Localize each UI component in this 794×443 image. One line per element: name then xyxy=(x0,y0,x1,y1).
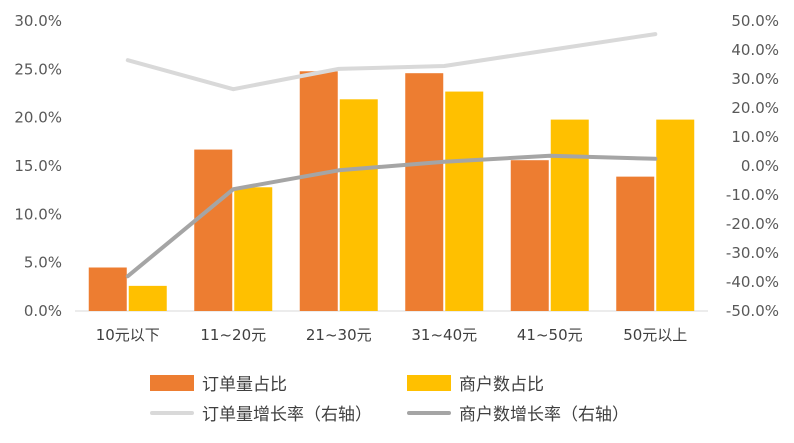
legend-swatch-order-growth xyxy=(150,410,194,415)
bar-order-share xyxy=(510,160,549,311)
right-tick-label: 30.0% xyxy=(731,70,779,88)
legend-label-merchant-share: 商户数占比 xyxy=(459,375,544,395)
legend-label-order-growth: 订单量增长率（右轴） xyxy=(202,405,372,425)
category-label: 31~40元 xyxy=(411,326,477,344)
bar-merchant-share xyxy=(550,119,589,311)
bar-order-share xyxy=(299,71,338,312)
left-tick-label: 30.0% xyxy=(14,12,62,30)
left-tick-label: 10.0% xyxy=(14,205,62,223)
legend-item-order-growth: 订单量增长率（右轴） xyxy=(150,400,372,425)
bar-order-share xyxy=(616,176,655,311)
legend-item-merchant-growth: 商户数增长率（右轴） xyxy=(407,400,629,425)
bar-order-share xyxy=(88,267,127,311)
bar-order-share xyxy=(405,73,444,311)
line-merchant-growth xyxy=(125,153,658,279)
legend-label-merchant-growth: 商户数增长率（右轴） xyxy=(459,405,629,425)
category-label: 41~50元 xyxy=(517,326,583,344)
legend-swatch-order-share xyxy=(150,374,194,391)
bar-merchant-share xyxy=(234,187,273,311)
category-label: 50元以上 xyxy=(623,326,687,344)
right-tick-label: -10.0% xyxy=(726,186,779,204)
right-tick-label: 40.0% xyxy=(731,41,779,59)
bar-merchant-share xyxy=(339,99,378,311)
legend-swatch-merchant-share xyxy=(407,374,451,391)
right-tick-label: -40.0% xyxy=(726,273,779,291)
right-tick-label: -50.0% xyxy=(726,302,779,320)
category-label: 21~30元 xyxy=(306,326,372,344)
legend-swatch-merchant-growth xyxy=(407,410,451,415)
right-tick-label: -30.0% xyxy=(726,244,779,262)
right-tick-label: -20.0% xyxy=(726,215,779,233)
bar-merchant-share xyxy=(128,285,167,311)
left-tick-label: 5.0% xyxy=(24,254,62,272)
left-tick-label: 20.0% xyxy=(14,109,62,127)
line-order-growth xyxy=(125,32,658,92)
right-tick-label: 0.0% xyxy=(741,157,779,175)
bar-merchant-share xyxy=(445,91,484,311)
left-tick-label: 15.0% xyxy=(14,157,62,175)
category-label: 10元以下 xyxy=(96,326,160,344)
legend-label-order-share: 订单量占比 xyxy=(202,375,287,395)
left-tick-label: 25.0% xyxy=(14,60,62,78)
bar-merchant-share xyxy=(656,119,695,311)
bar-order-share xyxy=(194,149,233,311)
category-label: 11~20元 xyxy=(200,326,266,344)
right-tick-label: 20.0% xyxy=(731,99,779,117)
legend-item-order-share: 订单量占比 xyxy=(150,370,287,395)
right-tick-label: 50.0% xyxy=(731,12,779,30)
legend-item-merchant-share: 商户数占比 xyxy=(407,370,544,395)
left-tick-label: 0.0% xyxy=(24,302,62,320)
right-tick-label: 10.0% xyxy=(731,128,779,146)
